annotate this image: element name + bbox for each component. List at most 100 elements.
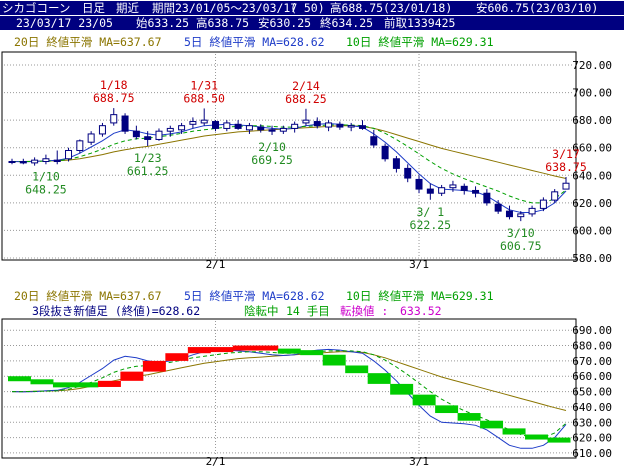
annotation-date: 1/10: [32, 169, 60, 183]
candle: [325, 122, 333, 128]
kagi-block: [525, 434, 549, 440]
ma10-legend-bottom: 10日 終値平滑 MA=629.31: [346, 289, 494, 303]
y-tick-label: 580.00: [572, 252, 612, 265]
kagi-block: [367, 373, 391, 384]
kagi-block: [300, 350, 324, 356]
candle: [392, 158, 400, 169]
kagi-block: [187, 347, 211, 354]
kagi-block: [210, 347, 234, 353]
period-low: 安606.75(23/03/10): [476, 1, 599, 15]
candle: [460, 185, 468, 191]
candle: [42, 158, 50, 163]
header-line-1: シカゴコーン 日足 期近 期間23/01/05～23/03/17 ( 50) 高…: [0, 1, 624, 15]
kagi-block: [8, 376, 31, 382]
y-tick-label: 600.00: [572, 224, 612, 237]
candle: [245, 125, 253, 131]
candle: [302, 119, 310, 124]
candle: [87, 133, 95, 143]
candle: [370, 136, 378, 146]
kagi-block: [97, 380, 121, 387]
candle: [551, 191, 559, 201]
kagi-block: [412, 394, 436, 406]
candle: [132, 130, 140, 138]
range-label: 期間23/01/05～23/03/17: [152, 1, 298, 15]
bar-count: ( 50): [290, 1, 325, 15]
kagi-block: [480, 420, 504, 429]
annotation-value: 688.25: [285, 92, 327, 106]
y-tick-label: 680.00: [572, 114, 612, 127]
reversal-value: 633.52: [400, 304, 442, 318]
plot-frame: [1, 51, 577, 261]
annotation-date: 2/14: [292, 79, 320, 93]
ma10-legend: 10日 終値平滑 MA=629.31: [346, 35, 494, 49]
kagi-block: [390, 383, 414, 395]
y-tick-label: 660.00: [572, 142, 612, 155]
bar-number: 14 手目: [286, 304, 330, 318]
period-high: 高688.75(23/01/18): [330, 1, 453, 15]
kagi-block: [457, 413, 481, 421]
y-tick-label: 720.00: [572, 59, 612, 72]
kagi-block: [502, 428, 526, 435]
kagi-block: [435, 405, 459, 414]
y-tick-label: 650.00: [572, 386, 612, 399]
candle: [381, 145, 389, 160]
y-tick-label: 660.00: [572, 370, 612, 383]
y-tick-label: 640.00: [572, 401, 612, 414]
y-tick-label: 620.00: [572, 197, 612, 210]
annotation-value: 638.75: [545, 160, 587, 174]
kagi-block: [547, 437, 571, 443]
ma5-legend-bottom: 5日 終値平滑 MA=628.62: [184, 289, 325, 303]
candle: [472, 189, 480, 194]
kagi-label: 3段抜き新値足 (終値)=628.62: [32, 304, 200, 318]
kagi-block: [30, 379, 54, 385]
kagi-block: [165, 353, 189, 361]
annotation-date: 1/23: [134, 151, 162, 165]
open-value: 始633.25: [136, 16, 190, 30]
kagi-block: [322, 354, 346, 366]
high-value: 高638.75: [196, 16, 250, 30]
candle: [257, 126, 265, 131]
candle: [291, 123, 299, 129]
annotation-date: 1/18: [100, 78, 128, 92]
candle: [166, 127, 174, 132]
candle: [65, 149, 73, 160]
trend-status: 陰転中: [244, 304, 279, 318]
kagi-block: [345, 365, 369, 374]
candle: [234, 123, 242, 129]
y-tick-label: 670.00: [572, 355, 612, 368]
annotation-value: 606.75: [500, 239, 542, 253]
kagi-block: [255, 345, 279, 351]
low-value: 安630.25: [258, 16, 312, 30]
candle: [313, 121, 321, 127]
prev-value: 前取1339425: [384, 16, 456, 30]
candle: [19, 161, 27, 164]
candle: [121, 115, 129, 132]
ma20-legend: 20日 終値平滑 MA=637.67: [14, 35, 162, 49]
candle: [98, 125, 106, 135]
candle: [562, 182, 570, 190]
candle: [438, 187, 446, 194]
x-tick-label: 3/1: [409, 258, 429, 271]
annotation-date: 3/ 1: [416, 205, 444, 219]
candle: [53, 159, 61, 163]
candle: [347, 125, 355, 128]
candle: [8, 161, 16, 164]
close-value: 終634.25: [320, 16, 374, 30]
annotation-value: 622.25: [410, 218, 452, 232]
candle: [336, 123, 344, 128]
y-tick-label: 700.00: [572, 87, 612, 100]
x-tick-label: 2/1: [206, 455, 226, 468]
candlestick-chart: 20日 終値平滑 MA=637.67 5日 終値平滑 MA=628.62 10日…: [0, 32, 624, 272]
instrument-title: シカゴコーン: [2, 1, 71, 15]
candle: [144, 136, 152, 140]
y-tick-label: 610.00: [572, 447, 612, 460]
candle: [76, 140, 84, 151]
ma5-line: [11, 348, 567, 449]
candle: [494, 203, 502, 212]
y-tick-label: 690.00: [572, 324, 612, 337]
candle: [539, 199, 547, 209]
candle: [517, 213, 525, 218]
y-tick-label: 630.00: [572, 416, 612, 429]
annotation-value: 648.25: [25, 182, 67, 196]
annotation-value: 669.25: [251, 153, 293, 167]
